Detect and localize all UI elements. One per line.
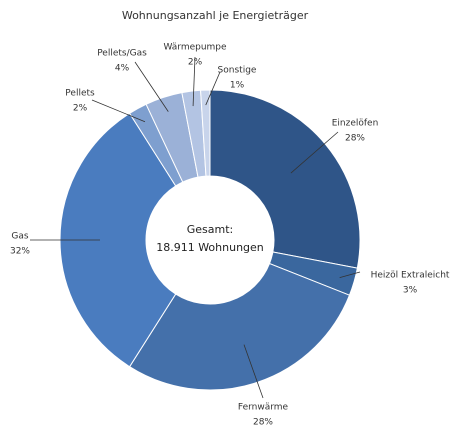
- slice-label: Wärmepumpe: [163, 43, 227, 53]
- slice-value-label: 1%: [230, 81, 245, 91]
- donut-slice: [209, 89, 361, 269]
- leader-line: [290, 131, 339, 174]
- slice-value-label: 28%: [253, 418, 273, 425]
- leader-line: [134, 61, 169, 112]
- slice-value-label: 2%: [188, 58, 203, 68]
- donut-slice: [128, 262, 351, 391]
- leader-line: [243, 344, 264, 399]
- donut-slice: [59, 112, 177, 368]
- slice-value-label: 4%: [115, 64, 130, 74]
- slice-value-label: 3%: [403, 286, 418, 296]
- slice-label: Einzelöfen: [332, 119, 379, 129]
- slice-label: Pellets: [65, 89, 95, 99]
- slice-label: Fernwärme: [238, 403, 289, 413]
- leader-line: [91, 99, 146, 123]
- slice-label: Sonstige: [218, 66, 257, 76]
- slice-value-label: 32%: [10, 247, 30, 257]
- slice-label: Heizöl Extraleicht: [371, 271, 450, 281]
- slice-value-label: 2%: [73, 104, 88, 114]
- center-title: Gesamt:: [187, 223, 234, 236]
- slice-label: Pellets/Gas: [97, 49, 147, 59]
- leader-line: [339, 271, 361, 279]
- donut-slice: [200, 89, 211, 177]
- chart-title: Wohnungsanzahl je Energieträger: [122, 9, 309, 22]
- slice-value-label: 28%: [345, 134, 365, 144]
- leader-line: [205, 71, 221, 106]
- slice-label: Gas: [11, 232, 28, 242]
- leader-line: [192, 56, 196, 107]
- center-text: 18.911 Wohnungen: [156, 241, 264, 254]
